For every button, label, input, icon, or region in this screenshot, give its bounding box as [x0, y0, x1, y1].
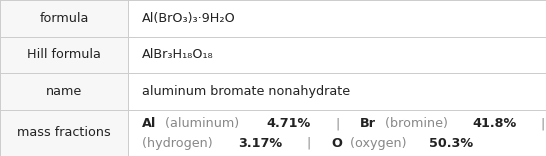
Text: Hill formula: Hill formula: [27, 49, 101, 61]
Bar: [128, 73, 546, 110]
Text: (bromine): (bromine): [381, 117, 452, 130]
Text: formula: formula: [39, 12, 89, 25]
Bar: [128, 110, 546, 156]
Text: (oxygen): (oxygen): [346, 137, 410, 150]
Text: AlBr₃H₁₈O₁₈: AlBr₃H₁₈O₁₈: [142, 49, 213, 61]
Text: Al: Al: [142, 117, 156, 130]
Text: (hydrogen): (hydrogen): [142, 137, 217, 150]
Text: Br: Br: [360, 117, 376, 130]
Text: (aluminum): (aluminum): [161, 117, 242, 130]
Bar: [128, 0, 546, 37]
Text: 3.17%: 3.17%: [238, 137, 282, 150]
Text: aluminum bromate nonahydrate: aluminum bromate nonahydrate: [142, 85, 350, 98]
Bar: [0, 37, 128, 73]
Text: mass fractions: mass fractions: [17, 127, 111, 139]
Text: 50.3%: 50.3%: [429, 137, 473, 150]
Bar: [128, 37, 546, 73]
Text: 41.8%: 41.8%: [472, 117, 517, 130]
Bar: [0, 0, 128, 37]
Text: Al(BrO₃)₃·9H₂O: Al(BrO₃)₃·9H₂O: [142, 12, 236, 25]
Text: |: |: [324, 117, 352, 130]
Bar: [0, 73, 128, 110]
Text: name: name: [46, 85, 82, 98]
Text: |: |: [295, 137, 323, 150]
Text: O: O: [331, 137, 342, 150]
Text: |: |: [529, 117, 546, 130]
Bar: [0, 110, 128, 156]
Text: 4.71%: 4.71%: [266, 117, 311, 130]
